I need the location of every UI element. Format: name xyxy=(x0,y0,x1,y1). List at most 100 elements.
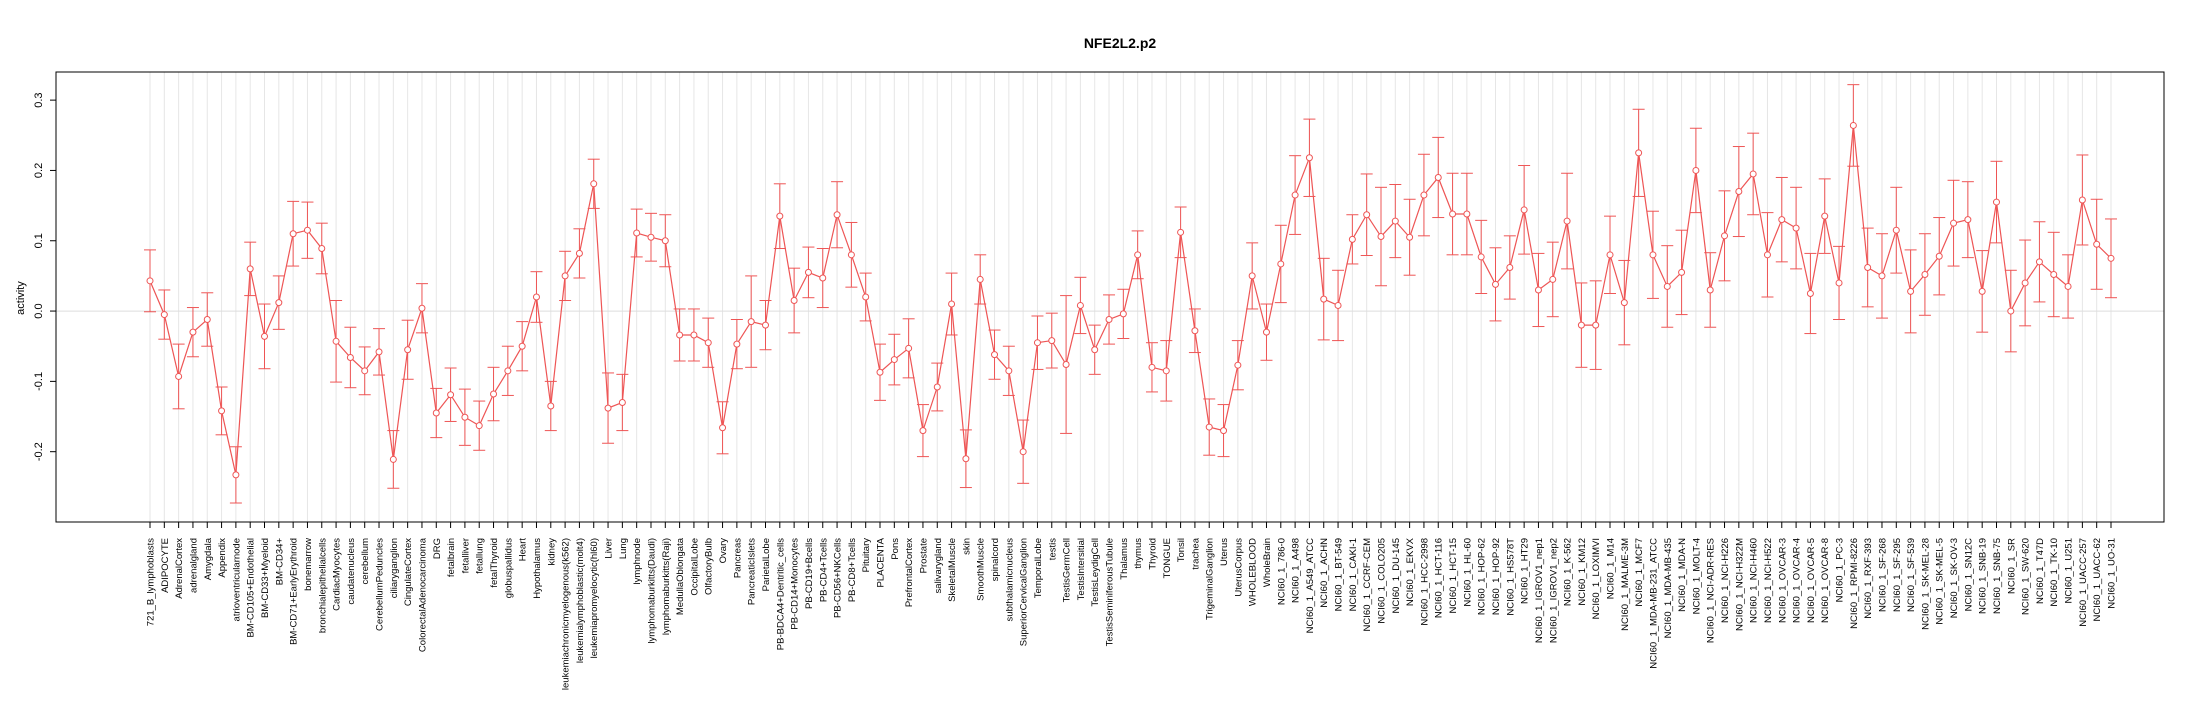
x-tick-label: NCI60_1_SF-539 xyxy=(1906,538,1917,612)
data-point xyxy=(1735,188,1743,196)
data-point xyxy=(1678,268,1686,276)
x-tick-label: NCI60_1_HCT-15 xyxy=(1448,538,1459,614)
x-tick-label: leukemiachronicmyelogenous(k562) xyxy=(561,538,572,690)
x-tick-label: lymphomaburkitts(Raji) xyxy=(661,538,672,635)
x-tick-label: caudatenucleus xyxy=(346,538,357,605)
data-point xyxy=(833,211,841,219)
x-tick-label: NCI60_1_SK-MEL-5 xyxy=(1935,538,1946,625)
data-point xyxy=(933,383,941,391)
data-point xyxy=(1220,427,1228,435)
data-point xyxy=(1348,235,1356,243)
data-point xyxy=(1019,448,1027,456)
x-tick-label: CardiacMyocytes xyxy=(332,538,343,611)
data-point xyxy=(633,229,641,237)
data-point xyxy=(418,304,426,312)
x-tick-label: Liver xyxy=(604,538,615,559)
data-point xyxy=(876,368,884,376)
x-tick-label: NCI60_1_IGROV1_nep1 xyxy=(1534,538,1545,643)
x-tick-label: cerebellum xyxy=(360,538,371,585)
x-tick-label: thymus xyxy=(1133,538,1144,569)
data-point xyxy=(1620,299,1628,307)
data-point xyxy=(1334,301,1342,309)
x-tick-label: lymphnode xyxy=(632,538,643,584)
y-tick-label: 0.2 xyxy=(33,163,45,178)
data-point xyxy=(404,346,412,354)
x-tick-label: TestisSeminiferousTubule xyxy=(1105,538,1116,646)
x-tick-label: fetalliver xyxy=(460,538,471,573)
data-point xyxy=(1449,210,1457,218)
x-tick-label: BM-CD105+Endothelial xyxy=(246,538,257,638)
x-tick-label: TestisIntersitial xyxy=(1076,538,1087,600)
data-point xyxy=(2021,279,2029,287)
x-tick-label: WHOLEBLOOD xyxy=(1248,538,1259,606)
x-tick-label: NCI60_1_HCC-2998 xyxy=(1419,538,1430,626)
x-tick-label: PrefrontalCortex xyxy=(904,538,915,607)
x-tick-label: PB-CD56+NKCells xyxy=(833,538,844,618)
x-tick-label: NCI60_1_EKVX xyxy=(1405,537,1416,606)
x-tick-label: BM-CD71+EarlyErythroid xyxy=(289,538,300,645)
data-point xyxy=(2064,282,2072,290)
x-tick-label: Thyroid xyxy=(1147,538,1158,570)
x-axis: 721_B_lymphoblasts ADIPOCYTE AdrenalCortex… xyxy=(146,522,2118,690)
data-point xyxy=(1563,217,1571,225)
data-point xyxy=(790,297,798,305)
x-tick-label: NCI60_1_NCI-H226 xyxy=(1720,538,1731,623)
data-point xyxy=(819,274,827,282)
data-point xyxy=(189,328,197,336)
data-point xyxy=(303,226,311,234)
data-point xyxy=(1606,251,1614,259)
data-point xyxy=(1706,286,1714,294)
x-tick-label: NCI60_1_OVCAR-4 xyxy=(1792,538,1803,623)
x-tick-label: NCI60_1_HT29 xyxy=(1520,538,1531,604)
data-point xyxy=(389,455,397,463)
data-point xyxy=(1635,149,1643,157)
data-point xyxy=(661,237,669,245)
data-point xyxy=(1434,173,1442,181)
x-tick-label: NCI60_1_LOXIMVI xyxy=(1591,538,1602,619)
x-tick-label: MedullaOblongata xyxy=(675,537,686,615)
x-tick-label: NCI60_1_HS578T xyxy=(1505,538,1516,616)
data-point xyxy=(1005,367,1013,375)
x-tick-label: Hypothalamus xyxy=(532,538,543,599)
x-tick-label: NCI60_1_SNB-75 xyxy=(1992,538,2003,614)
data-point xyxy=(1492,280,1500,288)
y-tick-label: -0.1 xyxy=(33,372,45,391)
data-point xyxy=(1320,295,1328,303)
data-point xyxy=(561,272,569,280)
x-tick-label: PB-CD8+Tcells xyxy=(847,538,858,602)
data-point xyxy=(804,268,812,276)
data-point xyxy=(1262,328,1270,336)
y-axis-label: activity xyxy=(15,281,27,315)
x-tick-label: PB-CD19+Bcells xyxy=(804,538,815,609)
data-point xyxy=(475,422,483,430)
x-tick-label: BM-CD34+ xyxy=(274,538,285,586)
x-tick-label: NCI60_1_SN12C xyxy=(1963,538,1974,612)
data-point xyxy=(218,407,226,415)
x-tick-label: Pancreas xyxy=(732,538,743,578)
x-tick-label: UterusCorpus xyxy=(1233,538,1244,597)
x-tick-label: Prostate xyxy=(918,538,929,573)
x-tick-label: NCI60_1_SK-MEL-28 xyxy=(1920,538,1931,630)
x-tick-label: Thalamus xyxy=(1119,538,1130,580)
data-point xyxy=(719,424,727,432)
x-tick-label: OlfactoryBulb xyxy=(704,538,715,595)
data-point xyxy=(1420,191,1428,199)
x-tick-label: leukemialymphoblastic(molt4) xyxy=(575,538,586,663)
data-point xyxy=(575,249,583,257)
data-point xyxy=(1148,363,1156,371)
x-tick-label: ciliaryganglion xyxy=(389,538,400,598)
data-point xyxy=(275,299,283,307)
x-tick-label: NCI60_1_A549_ATCC xyxy=(1305,538,1316,634)
data-point xyxy=(2050,271,2058,278)
y-tick-label: 0.1 xyxy=(33,233,45,248)
data-point xyxy=(647,233,655,241)
data-point xyxy=(1191,327,1199,335)
x-tick-label: NCI60_1_HCT-116 xyxy=(1434,538,1445,618)
data-point xyxy=(2107,254,2115,262)
data-point xyxy=(1935,252,1943,260)
data-point xyxy=(1291,191,1299,199)
data-point xyxy=(375,348,383,356)
data-point xyxy=(1277,260,1285,268)
x-tick-label: PB-BDCA4+Dentritic_cells xyxy=(775,538,786,650)
x-tick-label: NCI60_1_NCI-H522 xyxy=(1763,538,1774,623)
